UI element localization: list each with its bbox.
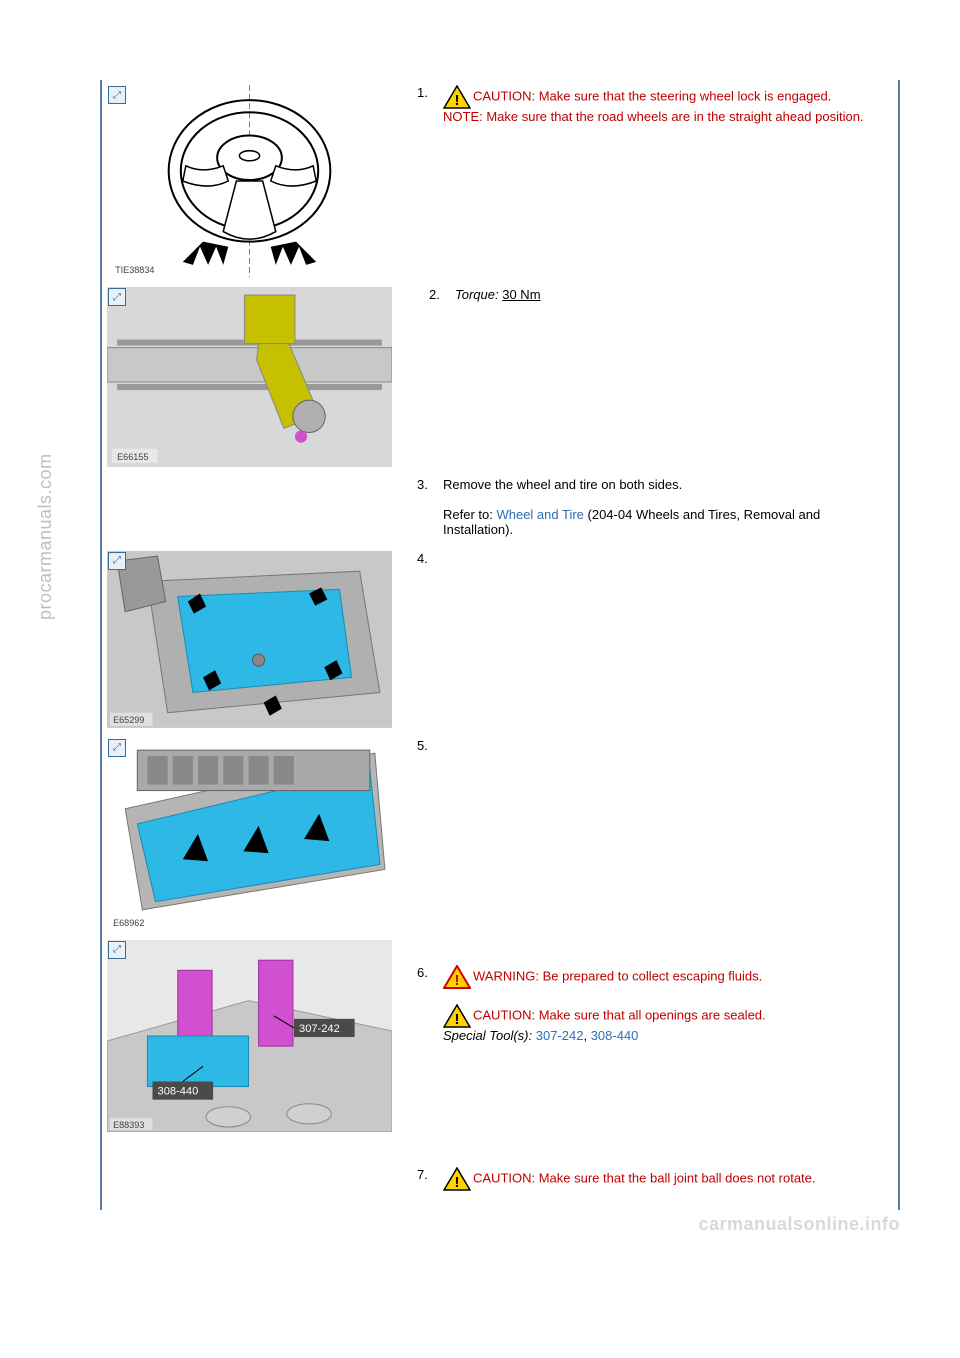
zoom-icon[interactable]: ⤢: [108, 86, 126, 104]
step-2-text: 2. Torque: 30 Nm: [397, 282, 898, 311]
step-2-row: ⤢ E66155 2. Torqu: [102, 282, 898, 472]
figure-1-cell: ⤢ TIE38834: [102, 80, 397, 282]
step-4-text: 4.: [397, 546, 898, 575]
step-number: 4.: [417, 551, 435, 566]
caution-icon: !: [443, 85, 471, 109]
warning-text: WARNING: Be prepared to collect escaping…: [473, 968, 762, 983]
figure-underbody-2: E68962: [107, 738, 392, 930]
tools-label: Special Tool(s):: [443, 1028, 536, 1043]
figure-code: E88393: [113, 1120, 144, 1130]
svg-text:!: !: [455, 1174, 460, 1191]
step-7-row: 7. ! CAUTION: Make sure that the ball jo…: [102, 1137, 898, 1210]
step-number: 5.: [417, 738, 435, 753]
caution-text: CAUTION: Make sure that the ball joint b…: [473, 1170, 816, 1185]
tool-link-2[interactable]: 308-440: [591, 1028, 639, 1043]
step-number: 2.: [429, 287, 447, 302]
step-3-text: 3. Remove the wheel and tire on both sid…: [397, 472, 898, 546]
step-number: 7.: [417, 1167, 435, 1182]
step-4-row: ⤢ E65299 4.: [102, 546, 898, 733]
figure-steering-column: E66155: [107, 287, 392, 467]
zoom-icon[interactable]: ⤢: [108, 739, 126, 757]
step-6-row: ⤢ 307-242 308-440 E88393: [102, 935, 898, 1137]
warning-icon: !: [443, 965, 471, 989]
refer-prefix: Refer to:: [443, 507, 496, 522]
watermark-bottom: carmanualsonline.info: [698, 1214, 900, 1235]
figure-special-tools: 307-242 308-440 E88393: [107, 940, 392, 1132]
callout-307-242: 307-242: [299, 1023, 340, 1035]
torque-value: 30 Nm: [502, 287, 540, 302]
step-5-text: 5.: [397, 733, 898, 762]
caution-text: CAUTION: Make sure that the steering whe…: [473, 88, 831, 103]
tool-link-1[interactable]: 307-242: [536, 1028, 584, 1043]
step-number: 1.: [417, 85, 435, 100]
zoom-icon[interactable]: ⤢: [108, 288, 126, 306]
figure-code: E65299: [113, 715, 144, 725]
refer-link[interactable]: Wheel and Tire: [496, 507, 583, 522]
figure-4-cell: ⤢ E68962: [102, 733, 397, 935]
step-3-row: 3. Remove the wheel and tire on both sid…: [102, 472, 898, 546]
svg-text:!: !: [455, 1011, 460, 1028]
caution-icon: !: [443, 1004, 471, 1028]
callout-308-440: 308-440: [158, 1085, 199, 1097]
svg-text:!: !: [455, 92, 460, 109]
figure-3-cell: ⤢ E65299: [102, 546, 397, 733]
caution-icon: !: [443, 1167, 471, 1191]
separator: ,: [583, 1028, 590, 1043]
step-5-row: ⤢ E68962 5.: [102, 733, 898, 935]
svg-text:!: !: [455, 972, 460, 989]
step-number: 3.: [417, 477, 435, 492]
note-text: NOTE: Make sure that the road wheels are…: [443, 109, 864, 124]
torque-label: Torque:: [455, 287, 499, 302]
page-container: procarmanuals.com ⤢ TIE38834: [0, 0, 960, 1250]
step-text: Remove the wheel and tire on both sides.: [443, 477, 682, 492]
caution-text: CAUTION: Make sure that all openings are…: [473, 1007, 766, 1022]
figure-5-cell: ⤢ 307-242 308-440 E88393: [102, 935, 397, 1137]
zoom-icon[interactable]: ⤢: [108, 552, 126, 570]
figure-2-cell: ⤢ E66155: [102, 282, 397, 472]
step-number: 6.: [417, 965, 435, 980]
figure-code: E68962: [113, 918, 144, 928]
watermark-left: procarmanuals.com: [35, 453, 56, 620]
step-7-text: 7. ! CAUTION: Make sure that the ball jo…: [397, 1162, 898, 1200]
figure-code: E66155: [117, 452, 148, 462]
step-1-text: 1. ! CAUTION: Make sure that the steerin…: [397, 80, 898, 133]
step-1-row: ⤢ TIE38834 1.: [102, 80, 898, 282]
figure-code: TIE38834: [115, 265, 154, 275]
zoom-icon[interactable]: ⤢: [108, 941, 126, 959]
step-6-text: 6. ! WARNING: Be prepared to collect esc…: [397, 935, 898, 1052]
content-frame: ⤢ TIE38834 1.: [100, 80, 900, 1210]
figure-steering-wheel: TIE38834: [107, 85, 392, 277]
figure-underbody-1: E65299: [107, 551, 392, 728]
